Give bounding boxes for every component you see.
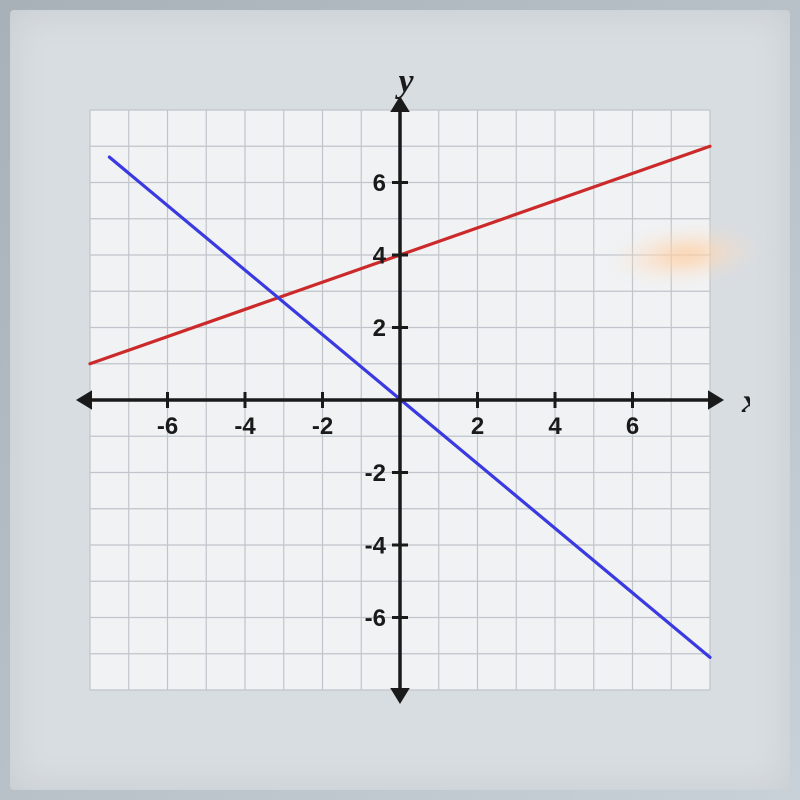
y-tick-label: -6: [365, 605, 386, 632]
y-tick-label: 4: [373, 242, 387, 269]
x-tick-label: 4: [548, 413, 562, 440]
y-tick-label: 2: [373, 315, 386, 342]
x-tick-label: -2: [312, 413, 333, 440]
x-tick-label: 2: [471, 413, 484, 440]
y-axis-label: y: [394, 70, 414, 100]
photo-frame: -6 -4 -2 2 4 6 -6 -4 -2 2 4 6 y x: [10, 10, 790, 790]
x-tick-label: -6: [157, 413, 178, 440]
x-tick-label: 6: [626, 413, 639, 440]
y-tick-label: -4: [365, 532, 387, 559]
x-axis-label: x: [741, 383, 750, 420]
y-tick-label: -2: [365, 460, 386, 487]
y-tick-label: 6: [373, 170, 386, 197]
x-tick-label: -4: [234, 413, 256, 440]
chart-svg: -6 -4 -2 2 4 6 -6 -4 -2 2 4 6 y x: [50, 70, 750, 730]
coordinate-plane-chart: -6 -4 -2 2 4 6 -6 -4 -2 2 4 6 y x: [50, 70, 750, 730]
